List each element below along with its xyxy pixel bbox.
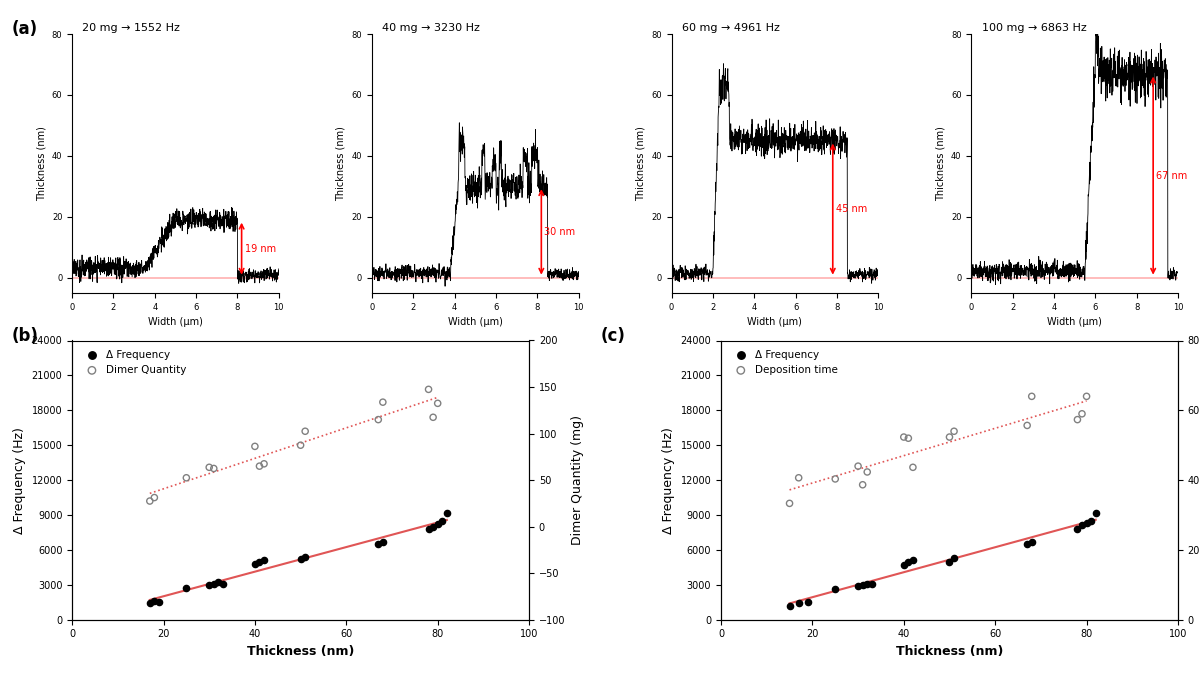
Legend: Δ Frequency, Deposition time: Δ Frequency, Deposition time xyxy=(726,346,843,379)
Δ Frequency xyxy=(789,598,808,609)
Δ Frequency xyxy=(826,584,845,595)
Dimer Quantity xyxy=(200,462,219,473)
X-axis label: Width (μm): Width (μm) xyxy=(148,317,203,327)
Δ Frequency xyxy=(296,552,315,563)
Δ Frequency xyxy=(149,597,168,607)
Δ Frequency xyxy=(438,507,457,518)
Dimer Quantity xyxy=(423,412,442,423)
Δ Frequency xyxy=(291,554,310,565)
Δ Frequency xyxy=(419,524,439,535)
Text: (c): (c) xyxy=(601,327,626,345)
Text: 45 nm: 45 nm xyxy=(835,204,867,214)
Deposition time xyxy=(826,473,845,484)
Δ Frequency xyxy=(213,579,232,590)
Dimer Quantity xyxy=(428,398,447,409)
Δ Frequency xyxy=(1077,518,1096,528)
Δ Frequency xyxy=(899,556,918,567)
Δ Frequency xyxy=(204,578,224,589)
Δ Frequency xyxy=(245,558,264,569)
Dimer Quantity xyxy=(291,440,310,451)
Δ Frequency xyxy=(1067,524,1087,535)
Dimer Quantity xyxy=(177,473,196,484)
Y-axis label: Thickness (nm): Thickness (nm) xyxy=(636,126,645,201)
Deposition time xyxy=(849,460,868,471)
Dimer Quantity xyxy=(141,496,160,507)
Δ Frequency xyxy=(857,578,876,589)
Deposition time xyxy=(894,432,914,443)
Deposition time xyxy=(1022,391,1041,402)
Δ Frequency xyxy=(141,598,160,609)
Dimer Quantity xyxy=(296,426,315,437)
Δ Frequency xyxy=(1022,537,1041,548)
Δ Frequency xyxy=(177,583,196,594)
Deposition time xyxy=(853,479,873,490)
Dimer Quantity xyxy=(144,492,163,503)
Δ Frequency xyxy=(433,516,452,526)
Text: 19 nm: 19 nm xyxy=(245,244,275,254)
Text: 40 mg → 3230 Hz: 40 mg → 3230 Hz xyxy=(382,23,480,33)
Dimer Quantity xyxy=(419,384,439,395)
Δ Frequency xyxy=(255,555,274,566)
Deposition time xyxy=(945,426,964,437)
Deposition time xyxy=(1067,414,1087,425)
X-axis label: Thickness (nm): Thickness (nm) xyxy=(895,645,1004,658)
Deposition time xyxy=(857,466,876,477)
Δ Frequency xyxy=(1087,507,1106,518)
Legend: Δ Frequency, Dimer Quantity: Δ Frequency, Dimer Quantity xyxy=(77,346,191,379)
X-axis label: Width (μm): Width (μm) xyxy=(1047,317,1102,327)
Text: 60 mg → 4961 Hz: 60 mg → 4961 Hz xyxy=(682,23,780,33)
Deposition time xyxy=(1018,420,1037,431)
Deposition time xyxy=(904,462,923,473)
Text: 30 nm: 30 nm xyxy=(545,227,576,237)
Δ Frequency xyxy=(250,556,269,567)
Δ Frequency xyxy=(940,556,959,567)
Δ Frequency xyxy=(904,555,923,566)
Y-axis label: Δ Frequency (Hz): Δ Frequency (Hz) xyxy=(13,427,26,533)
Δ Frequency xyxy=(144,596,163,607)
X-axis label: Thickness (nm): Thickness (nm) xyxy=(246,645,355,658)
Deposition time xyxy=(940,432,959,443)
Deposition time xyxy=(1077,391,1096,402)
Y-axis label: Thickness (nm): Thickness (nm) xyxy=(935,126,945,201)
Δ Frequency xyxy=(849,580,868,591)
Δ Frequency xyxy=(1018,539,1037,550)
Deposition time xyxy=(780,498,799,509)
Δ Frequency xyxy=(374,537,393,548)
Y-axis label: Δ Frequency (Hz): Δ Frequency (Hz) xyxy=(662,427,676,533)
Δ Frequency xyxy=(200,580,219,590)
Δ Frequency xyxy=(780,601,799,612)
Dimer Quantity xyxy=(374,397,393,408)
X-axis label: Width (μm): Width (μm) xyxy=(748,317,802,327)
Δ Frequency xyxy=(894,560,914,571)
Y-axis label: Dimer Quantity (mg): Dimer Quantity (mg) xyxy=(571,415,584,545)
Dimer Quantity xyxy=(204,463,224,474)
Deposition time xyxy=(789,473,808,484)
Dimer Quantity xyxy=(369,414,388,425)
Y-axis label: Thickness (nm): Thickness (nm) xyxy=(335,126,346,201)
Δ Frequency xyxy=(369,539,388,550)
Y-axis label: Thickness (nm): Thickness (nm) xyxy=(36,126,46,201)
Text: 67 nm: 67 nm xyxy=(1155,171,1186,180)
Dimer Quantity xyxy=(245,441,264,452)
Text: 20 mg → 1552 Hz: 20 mg → 1552 Hz xyxy=(83,23,180,33)
Dimer Quantity xyxy=(250,460,269,471)
Δ Frequency xyxy=(853,580,873,590)
X-axis label: Width (μm): Width (μm) xyxy=(448,317,502,327)
Δ Frequency xyxy=(428,519,447,530)
Δ Frequency xyxy=(798,597,817,607)
Deposition time xyxy=(899,433,918,444)
Text: (a): (a) xyxy=(12,20,38,38)
Dimer Quantity xyxy=(255,458,274,469)
Δ Frequency xyxy=(1072,520,1091,531)
Δ Frequency xyxy=(209,577,228,588)
Δ Frequency xyxy=(423,521,442,532)
Text: (b): (b) xyxy=(12,327,38,345)
Δ Frequency xyxy=(1082,516,1101,526)
Δ Frequency xyxy=(862,579,881,590)
Text: 100 mg → 6863 Hz: 100 mg → 6863 Hz xyxy=(982,23,1087,33)
Δ Frequency xyxy=(945,552,964,563)
Deposition time xyxy=(1072,409,1091,419)
